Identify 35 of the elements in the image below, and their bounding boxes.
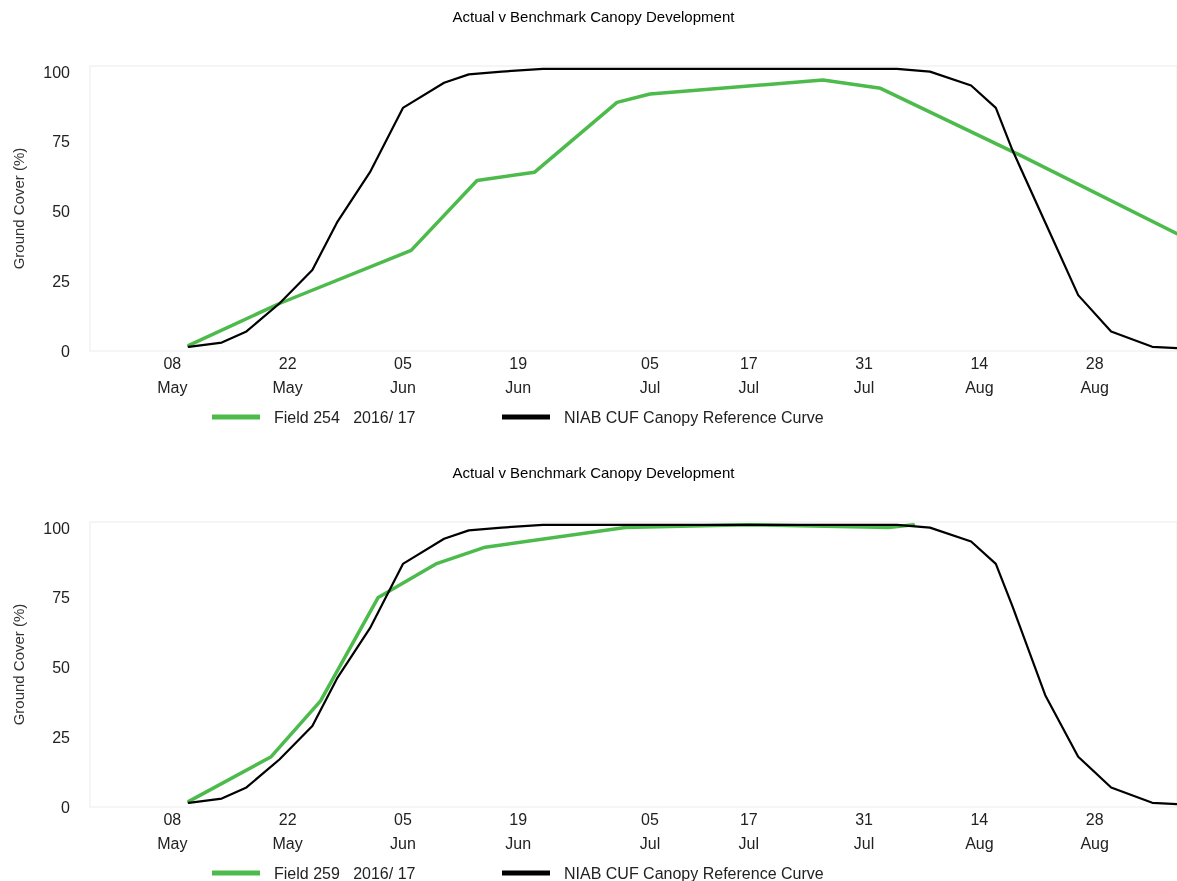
x-tick-label: 05 Jul [639, 355, 661, 396]
chart-title: Actual v Benchmark Canopy Development [452, 8, 736, 25]
x-tick-label: 19 Jun [505, 811, 532, 852]
legend-label: NIAB CUF Canopy Reference Curve [564, 409, 824, 426]
x-tick-label: 17 Jul [738, 355, 760, 396]
x-tick-label: 28 Aug [1080, 811, 1109, 852]
x-tick-label: 31 Jul [853, 811, 875, 852]
y-axis-title: Ground Cover (%) [10, 603, 27, 726]
x-tick-label: 22 May [272, 355, 303, 396]
x-tick-label: 05 Jun [390, 811, 416, 852]
legend-label: Field 259 2016/ 17 [274, 865, 416, 881]
y-tick-label: 100 [43, 519, 71, 537]
y-tick-label: 75 [52, 133, 71, 151]
x-tick-label: 31 Jul [853, 355, 875, 396]
y-tick-label: 25 [52, 273, 71, 291]
x-tick-label: 08 May [157, 811, 188, 852]
y-tick-label: 100 [43, 63, 71, 81]
y-tick-label: 75 [52, 589, 71, 607]
x-tick-label: 08 May [157, 355, 188, 396]
legend-label: Field 254 2016/ 17 [274, 409, 416, 426]
y-tick-label: 0 [61, 343, 71, 360]
x-tick-label: 05 Jun [390, 355, 416, 396]
chart-title: Actual v Benchmark Canopy Development [452, 464, 736, 481]
x-tick-label: 22 May [272, 811, 303, 852]
y-tick-label: 0 [61, 799, 71, 816]
y-tick-label: 50 [52, 203, 71, 221]
y-axis-title: Ground Cover (%) [10, 147, 27, 270]
x-tick-label: 17 Jul [738, 811, 760, 852]
x-tick-label: 14 Aug [965, 811, 994, 852]
x-tick-label: 05 Jul [639, 811, 661, 852]
x-tick-label: 14 Aug [965, 355, 994, 396]
y-tick-label: 50 [52, 659, 71, 677]
x-tick-label: 19 Jun [505, 355, 532, 396]
x-tick-label: 28 Aug [1080, 355, 1109, 396]
y-tick-label: 25 [52, 729, 71, 747]
